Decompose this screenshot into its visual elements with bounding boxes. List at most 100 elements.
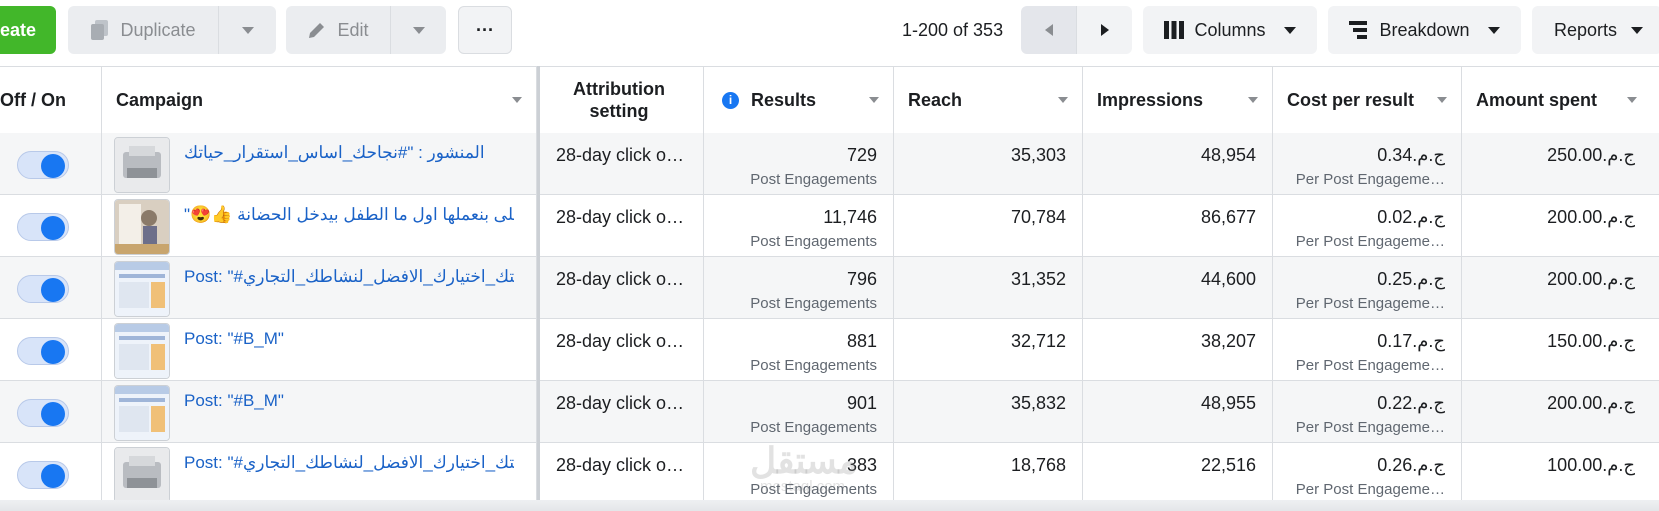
chevron-left-icon bbox=[1044, 24, 1053, 36]
columns-label: Columns bbox=[1194, 19, 1266, 40]
table-row[interactable]: المنشور : "#نجاحك_اساس_استقرار_حياتك 28-d… bbox=[0, 133, 1659, 195]
horizontal-scrollbar[interactable] bbox=[0, 500, 1659, 511]
attribution-value: 28-day click o… bbox=[556, 455, 685, 475]
results-value: 11,746 bbox=[823, 207, 877, 227]
results-type: Post Engagements bbox=[750, 295, 877, 312]
table-row[interactable]: "😍👍 اللى بنعملها اول ما الطفل بيدخل الحض… bbox=[0, 195, 1659, 257]
attribution-cell: 28-day click o… bbox=[540, 443, 704, 505]
campaign-name-link[interactable]: Post: "#ونتك_اختيارك_الافضل_لنشاطك_التجا… bbox=[184, 453, 514, 472]
column-header-campaign[interactable]: Campaign bbox=[102, 67, 537, 133]
duplicate-label: Duplicate bbox=[120, 19, 196, 40]
reach-cell: 32,712 bbox=[894, 319, 1083, 381]
attribution-cell: 28-day click o… bbox=[540, 133, 704, 195]
impressions-value: 48,955 bbox=[1200, 393, 1256, 413]
reach-value: 18,768 bbox=[1010, 455, 1066, 475]
results-type: Post Engagements bbox=[750, 171, 877, 188]
column-header-cost-per-result[interactable]: Cost per result bbox=[1273, 67, 1462, 133]
duplicate-button[interactable]: Duplicate bbox=[68, 6, 218, 54]
chevron-down-icon bbox=[1487, 26, 1500, 34]
sort-icon bbox=[1437, 97, 1447, 103]
spent-cell: ج.م.100.00 bbox=[1462, 443, 1659, 505]
post-thumbnail bbox=[114, 137, 170, 193]
toggle-knob bbox=[41, 340, 65, 364]
table-row[interactable]: Post: "#ونتك_اختيارك_الافضل_لنشاطك_التجا… bbox=[0, 257, 1659, 319]
post-thumbnail bbox=[114, 323, 170, 379]
campaign-toggle[interactable] bbox=[17, 151, 69, 179]
campaign-name-link[interactable]: Post: "#ونتك_اختيارك_الافضل_لنشاطك_التجا… bbox=[184, 267, 514, 286]
reach-value: 35,832 bbox=[1010, 393, 1066, 413]
sort-icon bbox=[1627, 97, 1637, 103]
duplicate-icon bbox=[90, 19, 110, 41]
campaign-name-link[interactable]: "😍👍 اللى بنعملها اول ما الطفل بيدخل الحض… bbox=[184, 205, 514, 224]
toggle-cell bbox=[0, 443, 102, 505]
campaign-toggle[interactable] bbox=[17, 399, 69, 427]
column-header-reach[interactable]: Reach bbox=[894, 67, 1083, 133]
cost-cell: ج.م.0.26 Per Post Engageme… bbox=[1273, 443, 1462, 505]
duplicate-dropdown-button[interactable] bbox=[218, 6, 276, 54]
campaign-cell: Post: "#B_M" bbox=[102, 319, 537, 381]
campaign-cell: Post: "#ونتك_اختيارك_الافضل_لنشاطك_التجا… bbox=[102, 257, 537, 319]
campaign-cell: "😍👍 اللى بنعملها اول ما الطفل بيدخل الحض… bbox=[102, 195, 537, 257]
campaign-name-link[interactable]: Post: "#B_M" bbox=[184, 391, 284, 410]
prev-page-button[interactable] bbox=[1021, 6, 1076, 54]
column-header-results[interactable]: i Results bbox=[704, 67, 894, 133]
next-page-button[interactable] bbox=[1076, 6, 1132, 54]
results-type: Post Engagements bbox=[750, 357, 877, 374]
column-header-amount-spent[interactable]: Amount spent bbox=[1462, 67, 1659, 133]
campaign-toggle[interactable] bbox=[17, 461, 69, 489]
breakdown-icon bbox=[1349, 21, 1369, 39]
impressions-value: 86,677 bbox=[1200, 207, 1256, 227]
campaign-toggle[interactable] bbox=[17, 275, 69, 303]
campaign-cell: المنشور : "#نجاحك_اساس_استقرار_حياتك bbox=[102, 133, 537, 195]
attribution-cell: 28-day click o… bbox=[540, 319, 704, 381]
cost-type: Per Post Engageme… bbox=[1295, 295, 1445, 312]
attribution-cell: 28-day click o… bbox=[540, 195, 704, 257]
cost-value: ج.م.0.22 bbox=[1377, 393, 1445, 413]
impressions-cell: 44,600 bbox=[1083, 257, 1273, 319]
spent-value: ج.م.150.00 bbox=[1547, 331, 1635, 351]
column-header-impressions[interactable]: Impressions bbox=[1083, 67, 1273, 133]
cost-cell: ج.م.0.25 Per Post Engageme… bbox=[1273, 257, 1462, 319]
columns-button[interactable]: Columns bbox=[1143, 6, 1317, 54]
cost-cell: ج.م.0.34 Per Post Engageme… bbox=[1273, 133, 1462, 195]
create-button[interactable]: eate bbox=[0, 6, 56, 54]
attribution-value: 28-day click o… bbox=[556, 269, 685, 289]
attribution-value: 28-day click o… bbox=[556, 331, 685, 351]
column-header-attribution[interactable]: Attribution setting bbox=[540, 67, 704, 133]
campaign-name-link[interactable]: المنشور : "#نجاحك_اساس_استقرار_حياتك bbox=[184, 143, 485, 162]
attribution-cell: 28-day click o… bbox=[540, 381, 704, 443]
edit-dropdown-button[interactable] bbox=[390, 6, 446, 54]
attribution-value: 28-day click o… bbox=[556, 145, 685, 165]
results-value: 383 bbox=[846, 455, 877, 475]
reach-value: 70,784 bbox=[1010, 207, 1066, 227]
table-row[interactable]: Post: "#B_M" 28-day click o… 901 Post Engag… bbox=[0, 381, 1659, 443]
table-row[interactable]: Post: "#B_M" 28-day click o… 881 Post Engag… bbox=[0, 319, 1659, 381]
results-cell: 796 Post Engagements bbox=[704, 257, 894, 319]
campaign-cell: Post: "#B_M" bbox=[102, 381, 537, 443]
results-cell: 901 Post Engagements bbox=[704, 381, 894, 443]
results-value: 901 bbox=[846, 393, 877, 413]
table-row[interactable]: Post: "#ونتك_اختيارك_الافضل_لنشاطك_التجا… bbox=[0, 443, 1659, 505]
results-value: 881 bbox=[846, 331, 877, 351]
reports-button[interactable]: Reports bbox=[1532, 6, 1659, 54]
pagination-text: 1-200 of 353 bbox=[902, 20, 1004, 40]
spent-cell: ج.م.200.00 bbox=[1462, 381, 1659, 443]
toggle-knob bbox=[41, 216, 65, 240]
spent-cell: ج.م.250.00 bbox=[1462, 133, 1659, 195]
chevron-down-icon bbox=[412, 26, 425, 34]
sort-icon bbox=[512, 97, 522, 103]
breakdown-button[interactable]: Breakdown bbox=[1328, 6, 1521, 54]
more-button[interactable]: ··· bbox=[458, 6, 512, 54]
campaign-toggle[interactable] bbox=[17, 337, 69, 365]
column-header-toggle[interactable]: Off / On bbox=[0, 67, 102, 133]
impressions-cell: 22,516 bbox=[1083, 443, 1273, 505]
post-thumbnail bbox=[114, 447, 170, 503]
toolbar: eate Duplicate Edit ··· 1-200 of 353 Col… bbox=[0, 0, 1659, 64]
edit-button[interactable]: Edit bbox=[286, 6, 390, 54]
cost-value: ج.م.0.17 bbox=[1377, 331, 1445, 351]
reach-value: 35,303 bbox=[1010, 145, 1066, 165]
campaign-name-link[interactable]: Post: "#B_M" bbox=[184, 329, 284, 348]
campaign-cell: Post: "#ونتك_اختيارك_الافضل_لنشاطك_التجا… bbox=[102, 443, 537, 505]
spent-value: ج.م.100.00 bbox=[1547, 455, 1635, 475]
campaign-toggle[interactable] bbox=[17, 213, 69, 241]
